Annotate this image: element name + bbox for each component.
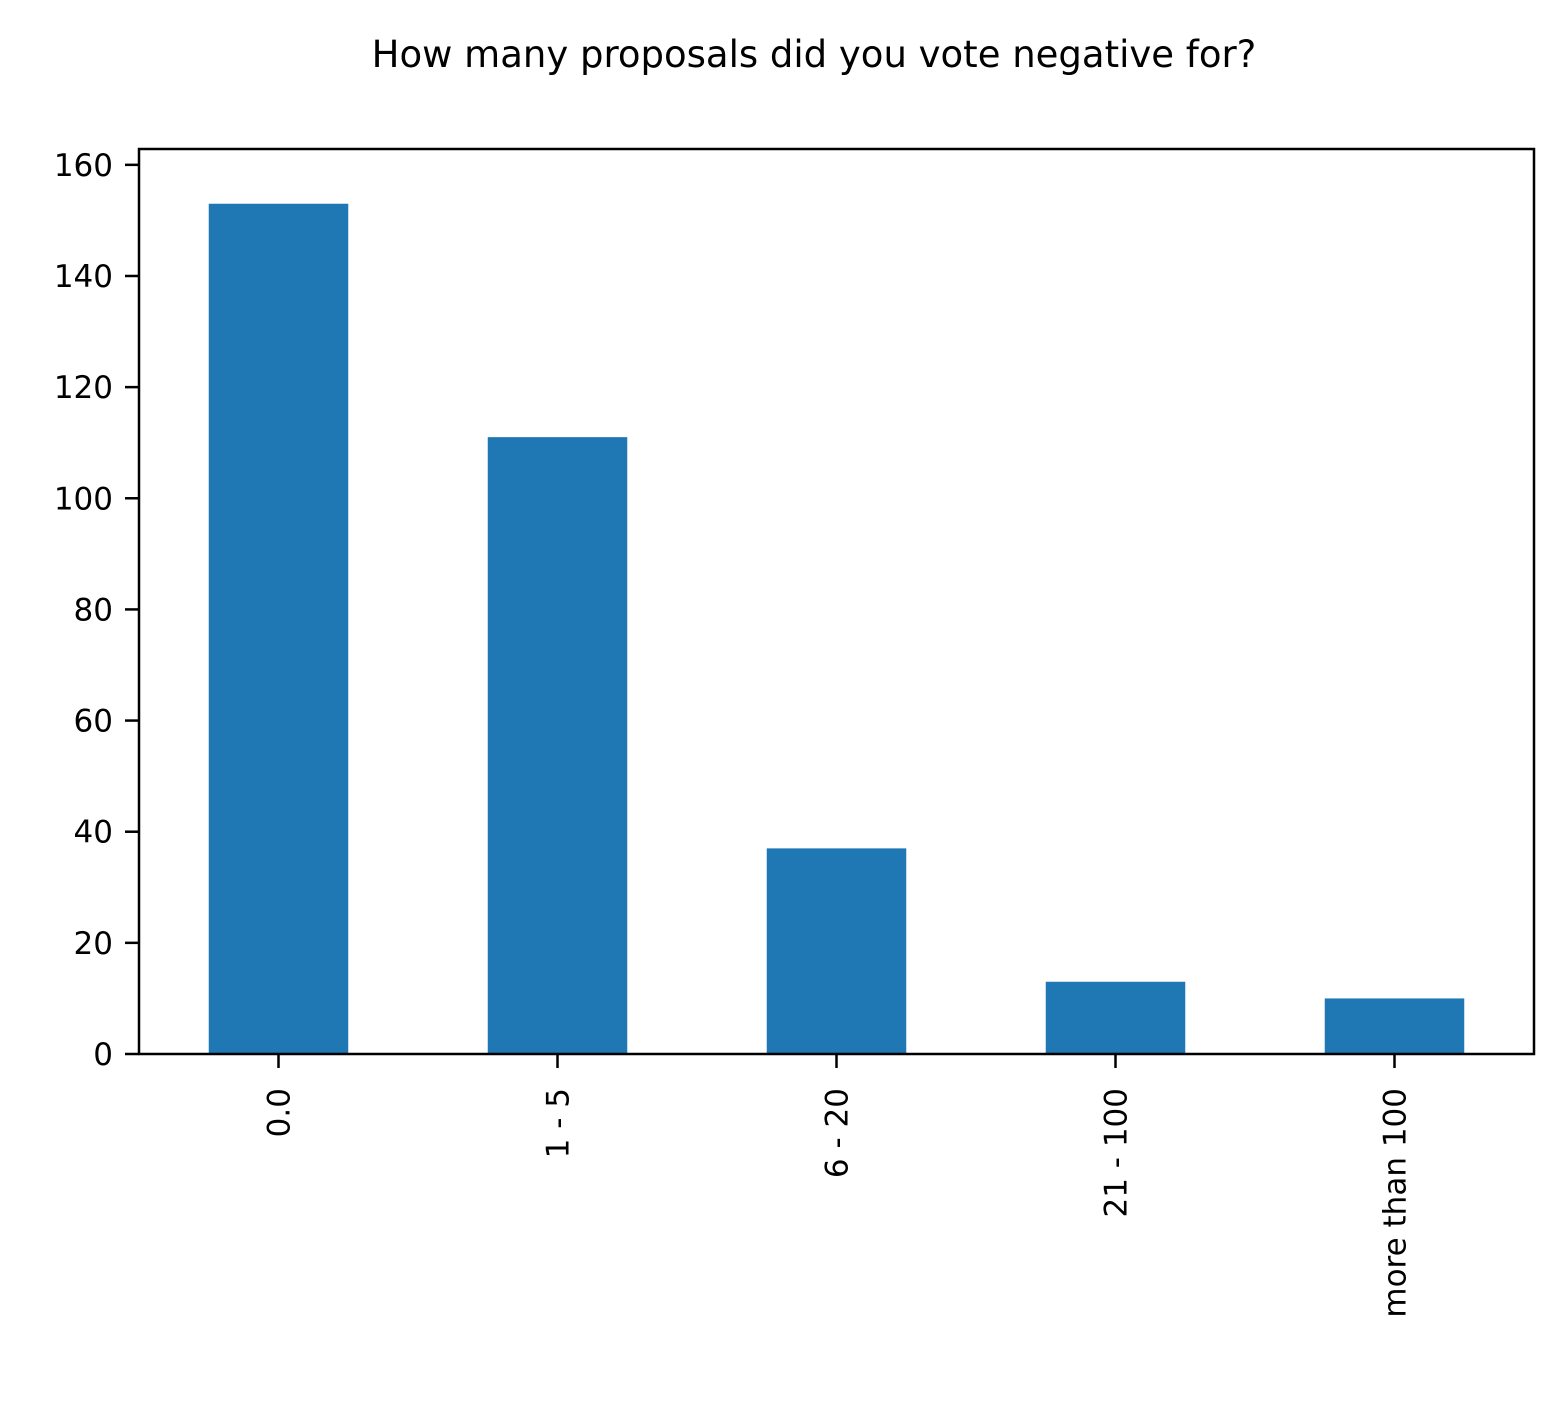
y-tick-label-8: 160 <box>54 148 113 184</box>
y-tick-label-0: 0 <box>93 1037 113 1073</box>
y-tick-label-7: 140 <box>54 259 113 295</box>
x-tick-label-1: 1 - 5 <box>541 1088 577 1158</box>
y-tick-label-6: 120 <box>54 370 113 406</box>
axes-layer: 0 20 40 60 80 100 120 140 160 0.0 1 - 5 6 - 20 21 - … <box>54 147 1536 1318</box>
x-tick-label-2: 6 - 20 <box>820 1088 856 1178</box>
y-tick-label-5: 100 <box>54 481 113 517</box>
bar-1 <box>487 437 628 1054</box>
y-tick-label-4: 80 <box>74 592 113 628</box>
x-tick-label-0: 0.0 <box>262 1088 298 1137</box>
x-tick-label-3: 21 - 100 <box>1099 1088 1135 1218</box>
y-tick-label-2: 40 <box>74 815 113 851</box>
bar-4 <box>1324 998 1465 1054</box>
bar-0 <box>208 203 349 1055</box>
x-tick-label-4: more than 100 <box>1378 1088 1414 1318</box>
y-tick-label-1: 20 <box>74 926 113 962</box>
bars-layer <box>208 203 1465 1055</box>
bar-2 <box>766 848 907 1054</box>
y-tick-label-3: 60 <box>74 704 113 740</box>
bar-3 <box>1045 981 1186 1054</box>
chart-title: How many proposals did you vote negative… <box>372 33 1257 76</box>
